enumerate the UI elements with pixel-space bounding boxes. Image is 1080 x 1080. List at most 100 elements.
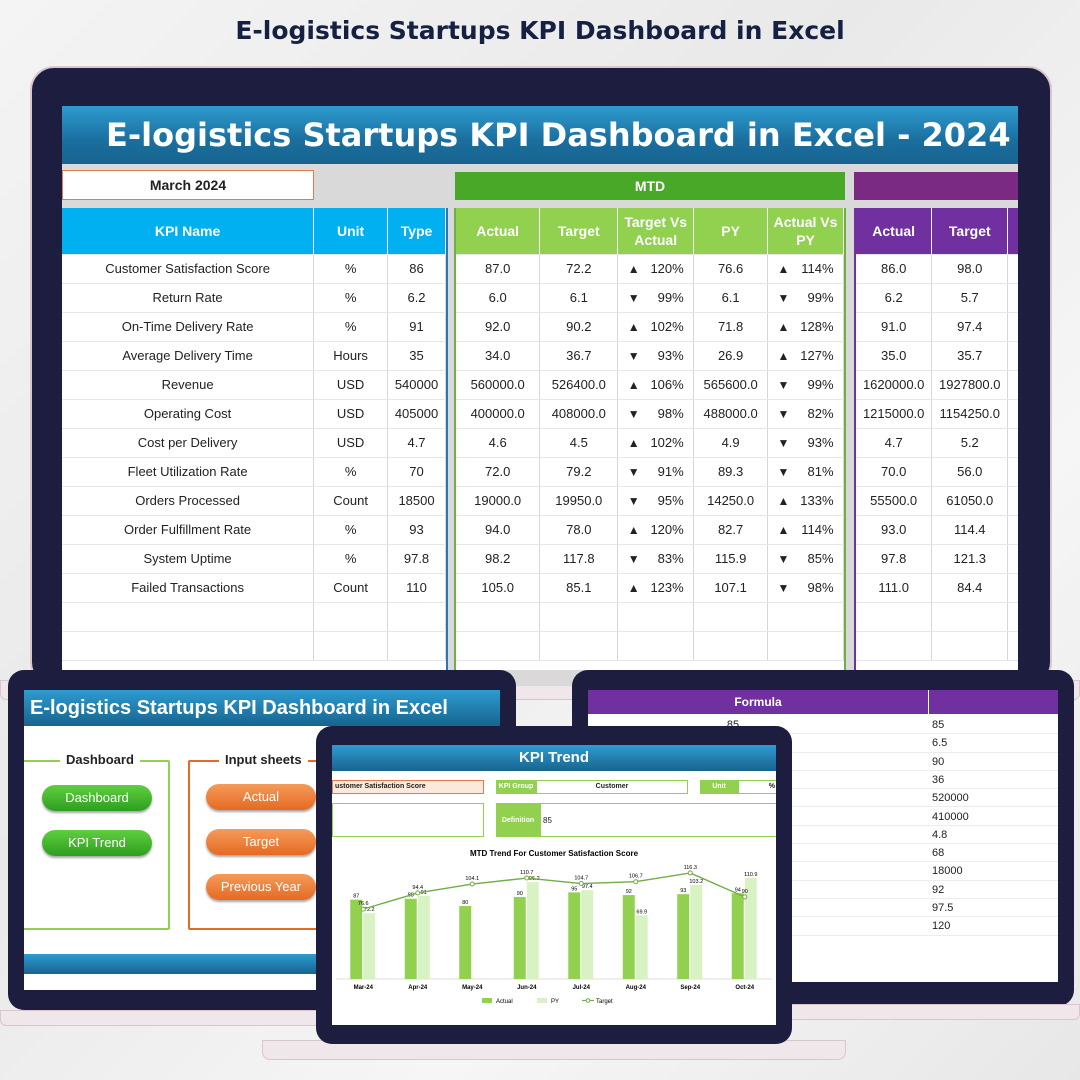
actual-vs-py-cell: ▲ 133% bbox=[767, 486, 844, 516]
ytd-target-cell: 5.7 bbox=[931, 283, 1009, 313]
kpi-unit-cell: USD bbox=[313, 399, 389, 429]
mtd-row: 400000.0 408000.0 ▼ 98% 488000.0 ▼ 82% bbox=[456, 399, 844, 429]
target-vs-actual-cell: ▼ 93% bbox=[617, 341, 695, 371]
kpi-row: Operating Cost USD 405000 bbox=[62, 399, 446, 429]
trend-arrow-icon: ▲ bbox=[777, 262, 790, 276]
mtd-actual-cell: 560000.0 bbox=[456, 370, 541, 400]
previous-year-button[interactable]: Previous Year bbox=[206, 874, 316, 900]
mtd-row: 4.6 4.5 ▲ 102% 4.9 ▼ 93% bbox=[456, 428, 844, 458]
target-point bbox=[360, 906, 366, 912]
actual-vs-py-cell: ▼ 93% bbox=[767, 428, 844, 458]
mtd-actual-cell: 6.0 bbox=[456, 283, 541, 313]
target-data-label: 90 bbox=[742, 889, 748, 895]
trend-arrow-icon: ▼ bbox=[777, 552, 790, 566]
actual-data-label: 88 bbox=[408, 893, 414, 899]
mtd-actual-cell: 98.2 bbox=[456, 544, 541, 574]
kpi-name-cell: Average Delivery Time bbox=[62, 341, 315, 371]
formula-value-cell: 85 bbox=[932, 719, 945, 731]
formula-value-cell: 120 bbox=[932, 920, 951, 933]
target-line bbox=[363, 872, 746, 910]
kpi-info-table: KPI Name Unit Type Customer Satisfaction… bbox=[62, 208, 448, 670]
kpi-unit-cell: USD bbox=[313, 428, 389, 458]
ytd-target-cell: 35.7 bbox=[931, 341, 1009, 371]
header-kpi-name: KPI Name bbox=[62, 208, 315, 255]
formula-row: 36 bbox=[588, 771, 1058, 790]
ytd-more-cell bbox=[1007, 457, 1018, 487]
legend-marker bbox=[585, 998, 591, 1003]
formula-value-cell: 68 bbox=[932, 847, 945, 860]
kpi-name-selector[interactable]: ustomer Satisfaction Score bbox=[332, 780, 484, 794]
ytd-actual-cell: 91.0 bbox=[856, 312, 933, 342]
target-vs-actual-value: 83% bbox=[657, 551, 684, 566]
trend-arrow-icon: ▲ bbox=[627, 262, 640, 276]
formula-value-cell: 18000 bbox=[932, 865, 963, 878]
ytd-row: 91.0 97.4 bbox=[856, 312, 1018, 342]
unit-value: % bbox=[738, 780, 776, 794]
actual-vs-py-value: 81% bbox=[807, 464, 834, 479]
kpi-row: Failed Transactions Count 110 bbox=[62, 573, 446, 603]
target-button[interactable]: Target bbox=[206, 829, 316, 855]
ytd-actual-cell: 111.0 bbox=[856, 573, 933, 603]
legend-label: Target bbox=[596, 999, 613, 1005]
mtd-target-cell: 526400.0 bbox=[539, 370, 619, 400]
kpi-unit-cell: % bbox=[313, 544, 389, 574]
mtd-py-cell: 14250.0 bbox=[693, 486, 769, 516]
mtd-target-cell: 117.8 bbox=[539, 544, 619, 574]
target-data-label: 104.7 bbox=[574, 876, 588, 882]
legend-swatch bbox=[537, 998, 547, 1003]
dashboard-button[interactable]: Dashboard bbox=[42, 785, 152, 811]
ytd-more-cell bbox=[1007, 254, 1018, 284]
ytd-more-cell bbox=[1007, 399, 1018, 429]
kpi-name-cell: Revenue bbox=[62, 370, 315, 400]
target-point bbox=[633, 879, 639, 885]
kpi-type-cell: 35 bbox=[387, 341, 446, 371]
kpi-trend-button[interactable]: KPI Trend bbox=[42, 830, 152, 856]
ytd-target-cell: 98.0 bbox=[931, 254, 1009, 284]
kpi-type-cell: 97.8 bbox=[387, 544, 446, 574]
py-bar bbox=[690, 884, 703, 979]
mtd-py-cell: 71.8 bbox=[693, 312, 769, 342]
mtd-actual-cell: 105.0 bbox=[456, 573, 541, 603]
target-vs-actual-cell: ▲ 120% bbox=[617, 515, 695, 545]
mtd-py-cell: 115.9 bbox=[693, 544, 769, 574]
actual-button[interactable]: Actual bbox=[206, 784, 316, 810]
kpi-group-label: KPI Group bbox=[496, 780, 536, 794]
py-bar bbox=[744, 877, 757, 979]
mtd-row: 87.0 72.2 ▲ 120% 76.6 ▲ 114% bbox=[456, 254, 844, 284]
ytd-more-cell bbox=[1007, 428, 1018, 458]
definition-label: Definition bbox=[496, 803, 540, 837]
py-bar bbox=[635, 915, 648, 979]
ytd-target-cell: 56.0 bbox=[931, 457, 1009, 487]
kpi-trend-sheet: KPI Trend ustomer Satisfaction Score KPI… bbox=[332, 745, 776, 1025]
ytd-row bbox=[856, 602, 1018, 632]
kpi-unit-cell bbox=[313, 631, 389, 661]
trend-arrow-icon: ▼ bbox=[627, 291, 640, 305]
ytd-target-cell bbox=[931, 631, 1009, 661]
trend-arrow-icon: ▼ bbox=[627, 407, 640, 421]
mtd-row: 105.0 85.1 ▲ 123% 107.1 ▼ 98% bbox=[456, 573, 844, 603]
actual-vs-py-cell: ▲ 114% bbox=[767, 515, 844, 545]
ytd-row: 111.0 84.4 bbox=[856, 573, 1018, 603]
mtd-row: 94.0 78.0 ▲ 120% 82.7 ▲ 114% bbox=[456, 515, 844, 545]
actual-bar bbox=[677, 894, 690, 979]
target-vs-actual-value: 106% bbox=[650, 377, 684, 392]
actual-vs-py-value: 133% bbox=[800, 493, 834, 508]
header-ytd-actual: Actual bbox=[856, 208, 933, 255]
mtd-row: 92.0 90.2 ▲ 102% 71.8 ▲ 128% bbox=[456, 312, 844, 342]
target-point bbox=[524, 875, 530, 881]
month-selector[interactable]: March 2024 bbox=[62, 170, 314, 200]
target-vs-actual-value: 91% bbox=[657, 464, 684, 479]
target-point bbox=[742, 894, 748, 900]
actual-data-label: 95 bbox=[571, 886, 577, 892]
ytd-more-cell bbox=[1007, 283, 1018, 313]
header-mtd-target: Target bbox=[539, 208, 619, 255]
kpi-name-cell: Fleet Utilization Rate bbox=[62, 457, 315, 487]
actual-vs-py-value: 114% bbox=[801, 261, 834, 276]
value-header bbox=[929, 690, 1058, 714]
kpi-name-cell: System Uptime bbox=[62, 544, 315, 574]
target-vs-actual-value: 93% bbox=[657, 348, 684, 363]
mtd-actual-cell: 34.0 bbox=[456, 341, 541, 371]
mtd-target-cell: 408000.0 bbox=[539, 399, 619, 429]
actual-vs-py-cell bbox=[767, 631, 844, 661]
actual-data-label: 90 bbox=[517, 891, 523, 897]
